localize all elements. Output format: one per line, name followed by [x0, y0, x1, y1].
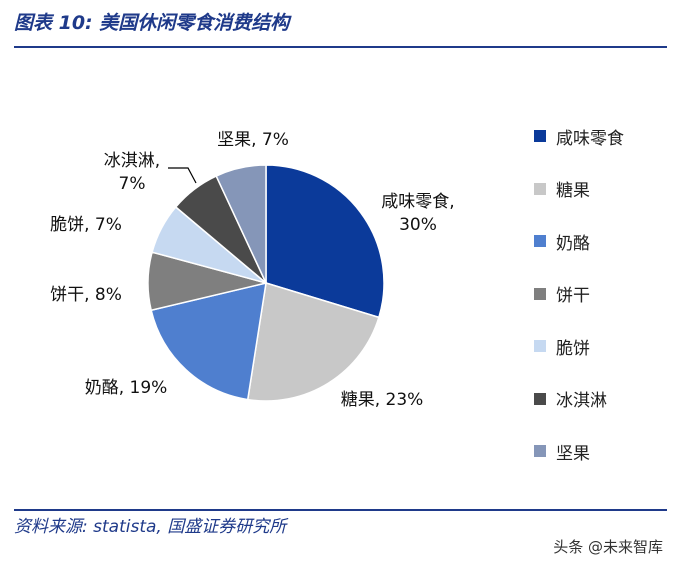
data-label-3: 奶酪, 19% [85, 378, 168, 398]
legend-label: 奶酪 [556, 233, 590, 254]
legend-item-7: 坚果 [534, 425, 674, 478]
data-label-1: 咸味零食, 30% [381, 192, 454, 235]
legend-swatch [534, 130, 546, 143]
legend-item-1: 咸味零食 [534, 110, 674, 163]
data-label-4: 饼干, 8% [50, 285, 122, 305]
legend-swatch [534, 445, 546, 458]
legend-label: 坚果 [556, 443, 590, 464]
data-label-6: 冰淇淋, 7% [104, 151, 160, 194]
legend-item-3: 奶酪 [534, 215, 674, 268]
legend-label: 饼干 [556, 286, 590, 307]
data-label-5: 脆饼, 7% [50, 215, 122, 235]
chart-legend: 咸味零食糖果奶酪饼干脆饼冰淇淋坚果 [534, 110, 674, 478]
legend-label: 冰淇淋 [556, 391, 607, 412]
pie-slice-3 [150, 282, 267, 401]
watermark: 头条 @未来智库 [553, 538, 663, 556]
pie-slice-1 [265, 164, 385, 319]
source-note: 资料来源: statista, 国盛证券研究所 [14, 517, 287, 537]
source-rule [14, 509, 667, 511]
legend-item-5: 脆饼 [534, 320, 674, 373]
data-label-7: 坚果, 7% [217, 130, 289, 150]
leader-line-6 [168, 167, 197, 184]
legend-swatch [534, 392, 546, 405]
title-rule [14, 46, 667, 48]
legend-label: 脆饼 [556, 338, 590, 359]
pie-slice-2 [246, 282, 380, 402]
data-label-2: 糖果, 23% [341, 390, 424, 410]
legend-swatch [534, 182, 546, 195]
legend-swatch [534, 287, 546, 300]
legend-label: 咸味零食 [556, 128, 624, 149]
legend-swatch [534, 235, 546, 248]
legend-item-2: 糖果 [534, 163, 674, 216]
legend-item-6: 冰淇淋 [534, 373, 674, 426]
legend-item-4: 饼干 [534, 268, 674, 321]
legend-label: 糖果 [556, 181, 590, 202]
figure-title: 图表 10: 美国休闲零食消费结构 [14, 12, 290, 34]
legend-swatch [534, 340, 546, 353]
pie-slice-7 [215, 164, 267, 284]
